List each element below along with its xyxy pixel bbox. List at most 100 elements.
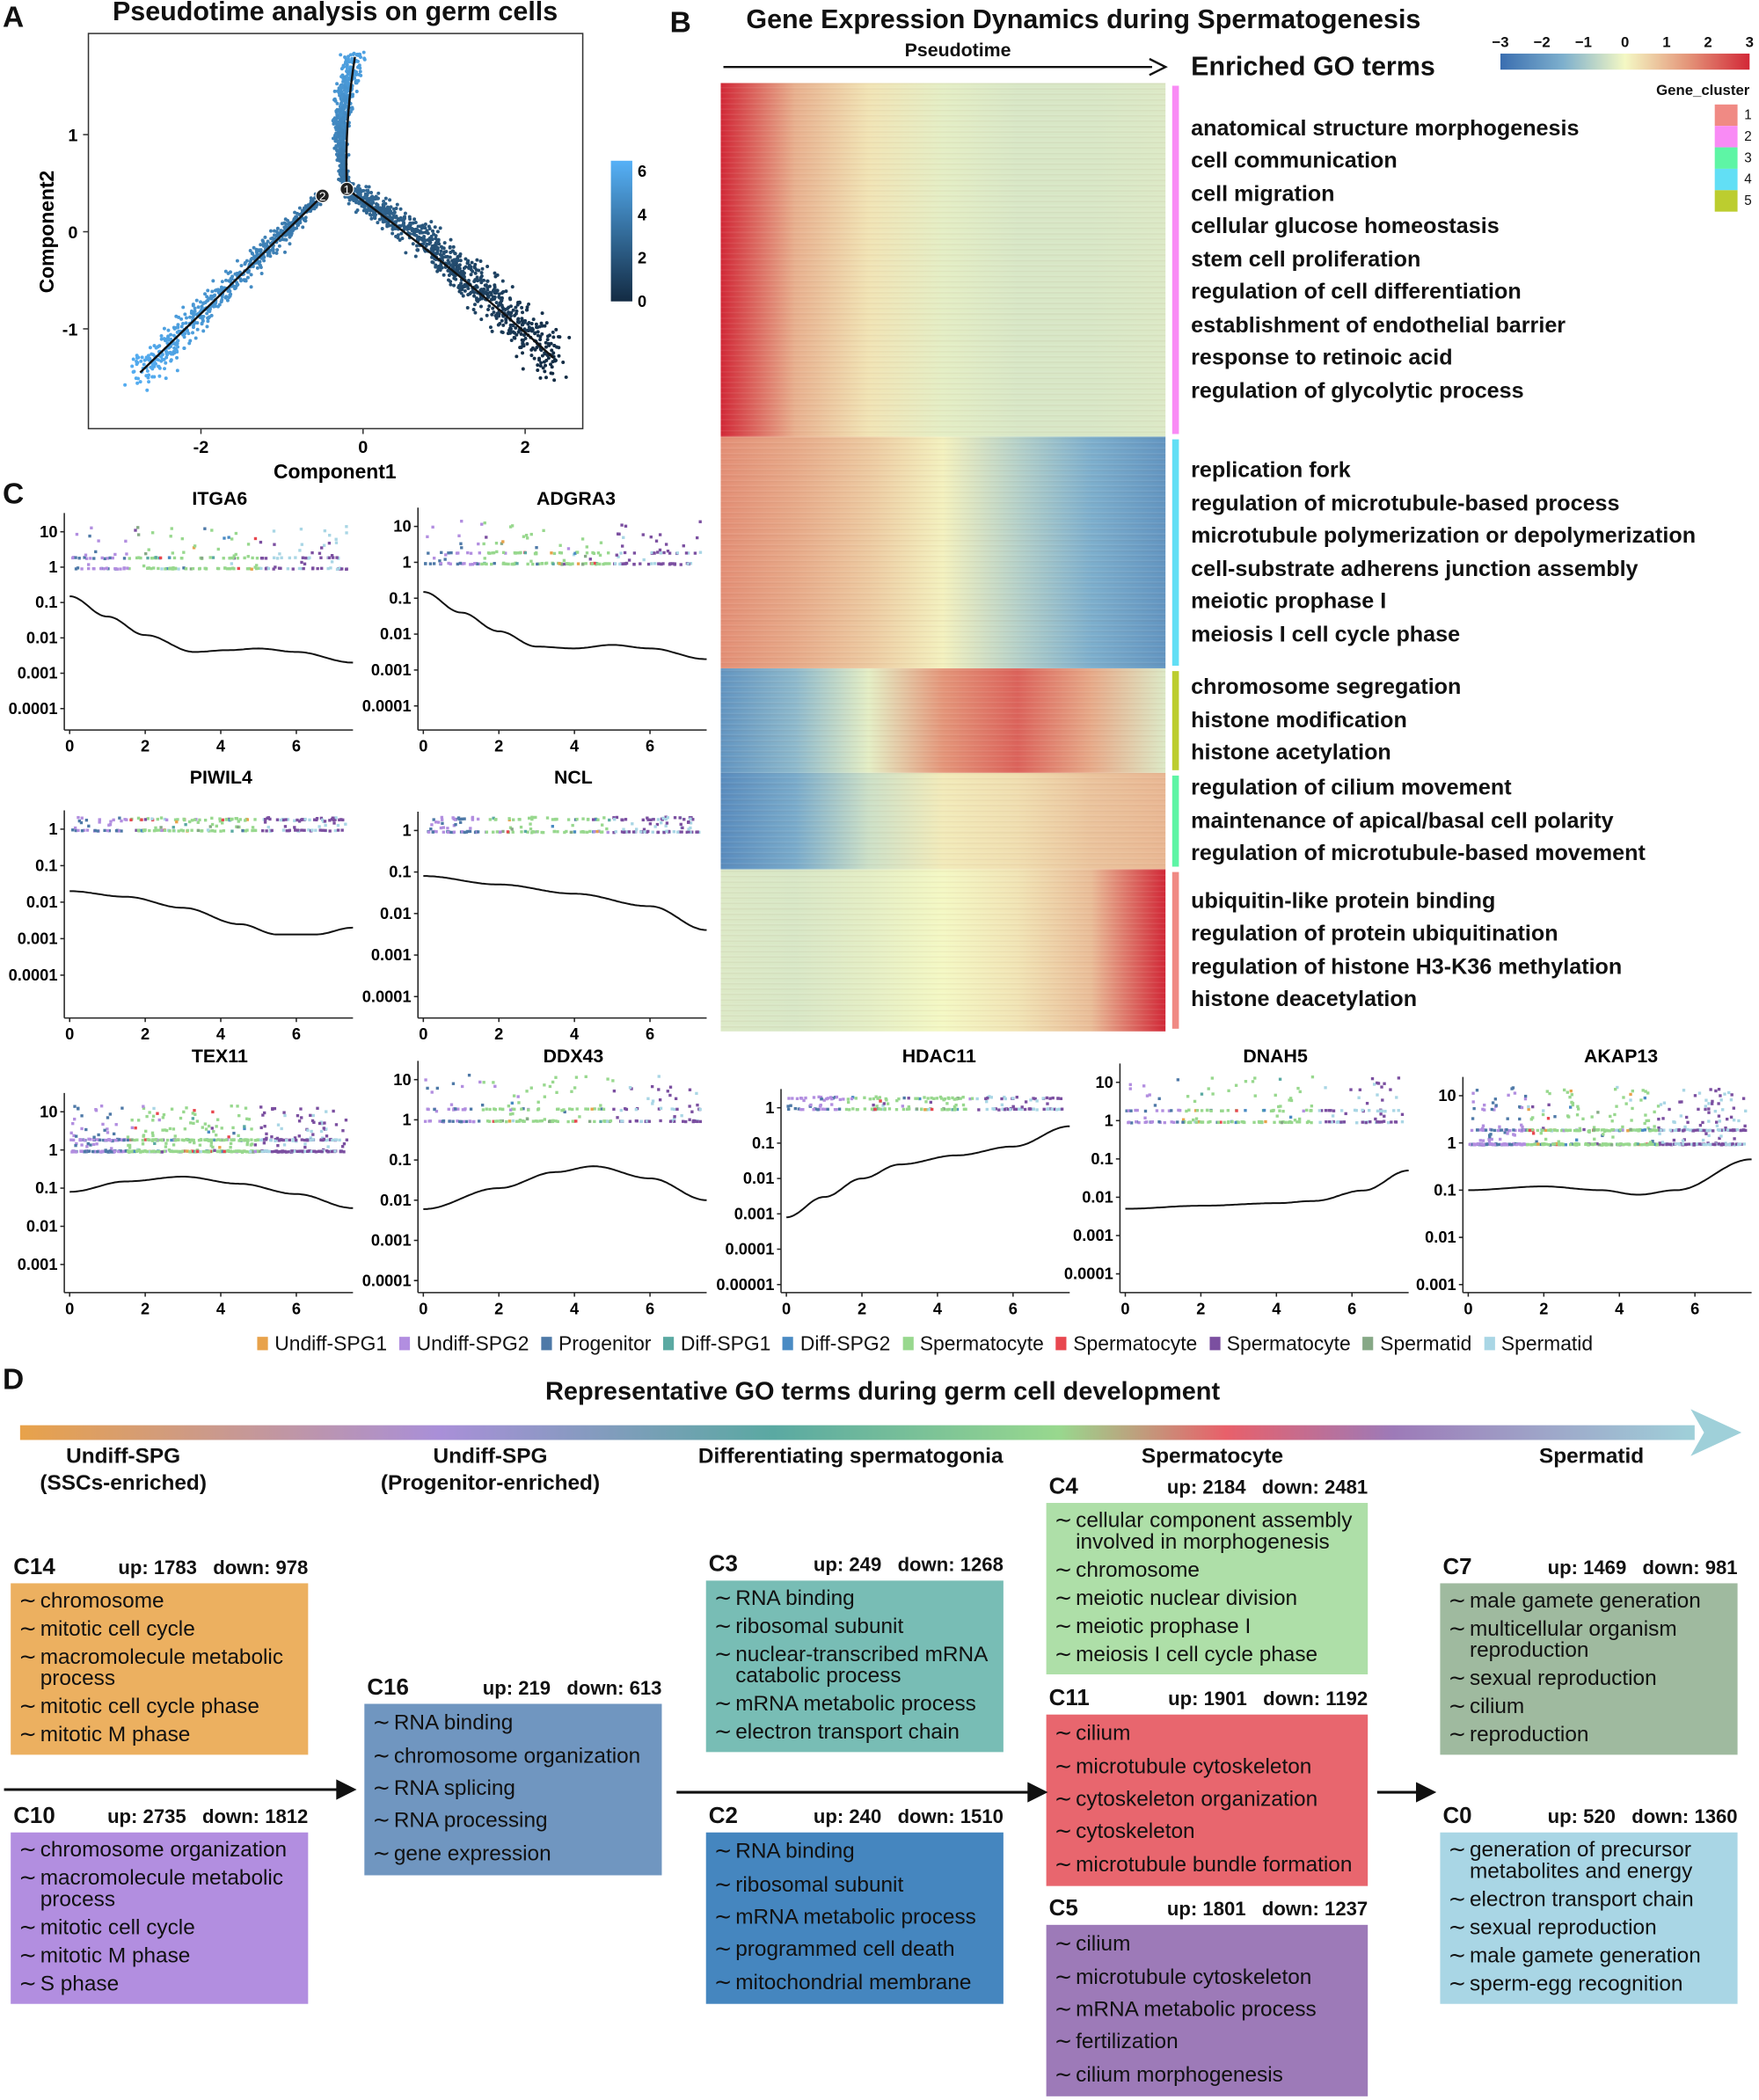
cell-point — [613, 562, 617, 565]
cell-point — [158, 1138, 162, 1142]
cell-point — [573, 830, 577, 834]
y-tick-label: 0.0001 — [726, 1240, 775, 1258]
cell-point — [1541, 1112, 1545, 1117]
cell-point — [450, 249, 455, 253]
cell-point — [367, 200, 371, 204]
cell-point — [223, 536, 226, 540]
cell-point — [681, 826, 684, 830]
cell-point — [472, 303, 477, 307]
cell-point — [453, 252, 457, 256]
cell-point — [587, 817, 590, 821]
cell-point — [380, 227, 384, 230]
cell-point — [113, 1149, 117, 1154]
cell-point — [227, 536, 230, 539]
cell-point — [608, 818, 611, 822]
cell-point — [635, 1119, 639, 1123]
cell-point — [137, 829, 141, 833]
cell-point — [239, 264, 244, 268]
cell-point — [84, 1127, 88, 1132]
cell-point — [799, 1107, 803, 1112]
cell-point — [433, 1107, 436, 1112]
cell-point — [1661, 1117, 1665, 1120]
x-tick-label: 2 — [494, 1024, 503, 1043]
cell-point — [456, 816, 461, 820]
cell-point — [392, 211, 397, 215]
cell-point — [301, 556, 305, 559]
y-tick-label: 0.001 — [371, 945, 412, 964]
cell-point — [383, 208, 388, 213]
cell-point — [656, 818, 661, 821]
cell-point — [521, 339, 525, 343]
y-tick-label: 0.1 — [752, 1134, 774, 1152]
cell-point — [262, 1141, 266, 1145]
cell-point — [480, 1103, 485, 1107]
x-tick-label: 0 — [1120, 1299, 1129, 1317]
cell-point — [266, 1149, 271, 1154]
cell-point — [282, 1143, 287, 1147]
cell-point — [588, 829, 592, 834]
cell-point — [117, 1149, 120, 1154]
cell-point — [152, 1106, 156, 1111]
cell-point — [319, 1138, 323, 1142]
cell-point — [518, 346, 522, 350]
cell-point — [1615, 1128, 1619, 1132]
cell-point — [259, 557, 264, 560]
x-tick-label: 4 — [1272, 1299, 1281, 1317]
cell-point — [330, 1149, 334, 1154]
cell-point — [169, 535, 172, 538]
cell-point — [472, 294, 477, 298]
cell-point — [1235, 1109, 1238, 1112]
cell-point — [345, 567, 348, 572]
cell-point — [537, 324, 542, 329]
cell-point — [430, 823, 434, 827]
cell-point — [133, 1138, 136, 1142]
cell-point — [90, 526, 93, 529]
cell-point — [1302, 1109, 1305, 1113]
cell-point — [1135, 1120, 1138, 1124]
cell-point — [535, 546, 538, 550]
cell-point — [657, 1075, 661, 1078]
y-tick-label: 0.001 — [18, 1255, 58, 1273]
cell-point — [1626, 1129, 1630, 1133]
cell-point — [210, 816, 214, 820]
cell-point — [332, 821, 336, 825]
x-tick-label: 0 — [65, 1024, 74, 1043]
cell-point — [104, 1149, 108, 1154]
cell-point — [118, 816, 121, 820]
cell-point — [435, 250, 440, 254]
cell-point — [1707, 1134, 1711, 1138]
cell-point — [481, 1108, 485, 1112]
cell-point — [122, 567, 126, 571]
cell-point — [508, 297, 513, 302]
cell-point — [624, 1107, 627, 1111]
cell-point — [878, 1107, 881, 1111]
x-tick-label: 4 — [933, 1299, 943, 1317]
gene-title: ITGA6 — [192, 488, 247, 509]
cell-point — [848, 1108, 851, 1112]
cell-point — [213, 829, 217, 833]
cell-point — [886, 1102, 890, 1105]
cell-point — [536, 363, 540, 368]
cell-point — [183, 1127, 187, 1131]
cell-point — [1686, 1127, 1690, 1132]
cell-point — [666, 549, 670, 553]
cell-point — [327, 541, 332, 545]
cell-point — [1041, 1097, 1045, 1100]
cell-point — [516, 1095, 520, 1098]
cell-point — [390, 231, 395, 236]
x-tick-label: 2 — [858, 1299, 866, 1317]
cell-point — [952, 1097, 956, 1101]
cell-point — [1729, 1115, 1733, 1119]
cell-point — [1376, 1109, 1380, 1113]
cell-point — [334, 1123, 339, 1127]
cell-point — [428, 562, 433, 565]
cell-point — [253, 565, 257, 569]
cell-point — [230, 537, 234, 541]
cell-point — [791, 1097, 794, 1100]
cell-point — [369, 191, 374, 195]
cell-point — [345, 1138, 349, 1141]
cell-point — [170, 527, 173, 530]
cell-point — [562, 558, 566, 562]
cell-point — [177, 829, 180, 833]
cell-point — [485, 313, 489, 317]
